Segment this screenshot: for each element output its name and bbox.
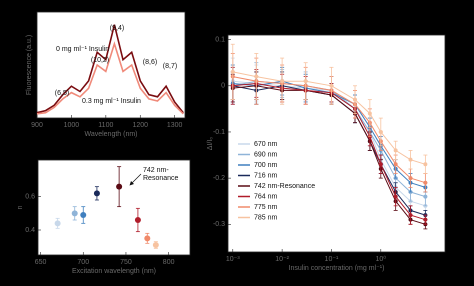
data-point <box>80 212 87 218</box>
y-tick-label: 0.6 <box>25 194 35 201</box>
peak-label: (8,6) <box>143 59 157 66</box>
x-tick-label: 10⁻¹ <box>325 256 339 263</box>
y-tick-label: 0.1 <box>215 36 225 43</box>
arrow-head <box>129 181 134 186</box>
x-tick-label: 650 <box>35 259 47 266</box>
x-tick-label: 10⁰ <box>376 255 387 263</box>
panel: 900 1000 1100 1200 1300 Wavelength (nm) Fluore… <box>26 11 186 138</box>
data-point <box>152 242 159 248</box>
series-label: 0 mg ml⁻¹ Insulin <box>56 46 109 53</box>
x-tick-label: 10⁻³ <box>226 256 240 263</box>
x-tick-label: 750 <box>120 259 132 266</box>
y-tick-label: -0.2 <box>213 175 225 182</box>
data-point <box>230 69 235 74</box>
y-axis-label: ΔI/I₀ <box>207 137 214 151</box>
data-point <box>408 213 413 218</box>
legend-label: 775 nm <box>254 204 278 211</box>
peak-label: (8,7) <box>163 63 177 70</box>
y-axis-label: Fluorescence (a.u.) <box>26 35 33 95</box>
data-point <box>378 162 383 167</box>
data-point <box>134 217 141 223</box>
data-point <box>423 217 428 222</box>
plot-content <box>230 43 428 230</box>
x-tick-label: 800 <box>163 259 175 266</box>
data-point <box>329 83 334 88</box>
data-point <box>423 180 428 185</box>
x-tick-label: 1200 <box>132 122 148 129</box>
series-line <box>36 24 184 114</box>
x-tick-label: 1300 <box>167 122 183 129</box>
legend-label: 690 nm <box>254 151 278 158</box>
x-tick-label: 1000 <box>64 122 80 129</box>
y-tick-label: 0.4 <box>25 227 35 234</box>
x-tick-label: 900 <box>31 122 43 129</box>
data-point <box>408 176 413 181</box>
plot-content <box>36 24 184 115</box>
data-point <box>93 190 100 197</box>
data-point <box>144 235 151 242</box>
annotation: Resonance <box>143 175 179 182</box>
data-point <box>423 162 428 167</box>
peak-label: (6,5) <box>55 90 69 97</box>
x-tick-label: 1100 <box>98 122 113 129</box>
data-point <box>378 129 383 134</box>
peak-label: (9,4) <box>110 25 124 32</box>
plot-content <box>54 166 159 249</box>
data-point <box>116 183 123 190</box>
y-axis-label: n <box>17 205 24 209</box>
legend-label: 742 nm-Resonance <box>254 183 315 190</box>
data-point <box>71 210 78 217</box>
data-point <box>393 162 398 167</box>
legend-label: 785 nm <box>254 214 278 221</box>
data-point <box>54 220 61 227</box>
panel: 10⁻³ 10⁻² 10⁻¹ 10⁰ -0.3 -0.2 -0.1 0 0.1 Insulin c… <box>207 34 446 272</box>
data-point <box>408 157 413 162</box>
data-point <box>367 111 372 116</box>
x-tick-label: 10⁻² <box>275 256 289 263</box>
series-label: 0.3 mg ml⁻¹ Insulin <box>82 98 141 105</box>
legend-label: 764 nm <box>254 193 278 200</box>
x-axis-label: Wavelength (nm) <box>84 131 137 138</box>
legend-label: 700 nm <box>254 162 278 169</box>
y-tick-label: -0.3 <box>213 221 225 228</box>
annotation-arrow <box>130 173 142 185</box>
data-point <box>393 194 398 199</box>
annotation: 742 nm- <box>143 167 169 174</box>
legend-label: 670 nm <box>254 141 278 148</box>
legend-label: 716 nm <box>254 172 278 179</box>
data-point <box>280 79 285 84</box>
y-tick-label: -0.1 <box>213 129 225 136</box>
y-tick-label: 0 <box>221 83 225 90</box>
x-tick-label: 700 <box>77 259 89 266</box>
data-point <box>254 74 259 79</box>
data-point <box>423 194 428 199</box>
panel: 650 700 750 800 0.4 0.6 Excitation wavelength … <box>17 159 191 275</box>
x-axis-label: Insulin concentration (mg ml⁻¹) <box>289 265 385 272</box>
data-point <box>303 79 308 84</box>
data-point <box>393 148 398 153</box>
x-axis-label: Excitation wavelength (nm) <box>72 268 156 275</box>
series-line <box>36 41 184 115</box>
plot-area <box>37 159 191 256</box>
peak-label: (10,2) <box>91 57 109 64</box>
data-point <box>353 97 358 102</box>
